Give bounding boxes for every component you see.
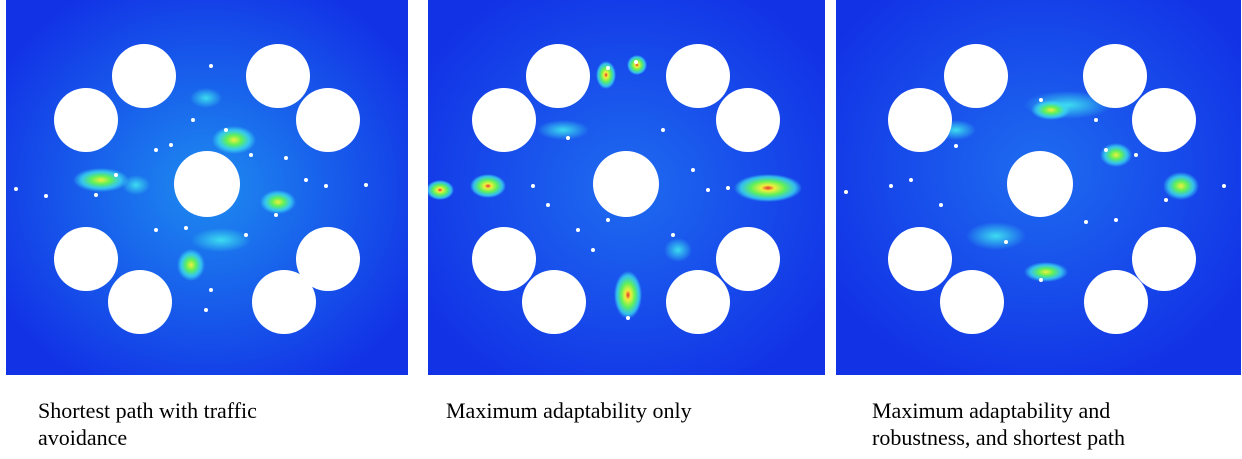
obstacle — [472, 227, 536, 291]
obstacle — [1084, 270, 1148, 334]
obstacle — [252, 270, 316, 334]
simulation-field-3 — [836, 0, 1241, 375]
obstacle — [716, 88, 780, 152]
obstacle — [296, 227, 360, 291]
simulation-field-1 — [6, 0, 408, 375]
obstacle — [716, 227, 780, 291]
agents — [844, 98, 1226, 282]
obstacle — [1007, 151, 1073, 217]
obstacles — [54, 44, 360, 334]
obstacle — [888, 227, 952, 291]
obstacle — [54, 227, 118, 291]
obstacle — [54, 88, 118, 152]
obstacle — [112, 44, 176, 108]
agents — [531, 60, 730, 320]
hotspots — [428, 55, 802, 319]
obstacle — [108, 270, 172, 334]
caption-panel-2: Maximum adaptability only — [446, 398, 692, 423]
hotspots — [73, 88, 296, 281]
obstacle — [1132, 227, 1196, 291]
obstacle — [296, 88, 360, 152]
caption-panel-1: Shortest path with traffic avoidance — [38, 398, 257, 450]
panel-3 — [836, 0, 1241, 375]
obstacles — [888, 44, 1196, 334]
obstacle — [940, 270, 1004, 334]
caption-panel-3: Maximum adaptability and robustness, and… — [872, 398, 1125, 450]
obstacle — [522, 270, 586, 334]
obstacle — [593, 151, 659, 217]
obstacle — [472, 88, 536, 152]
agents — [14, 64, 368, 312]
obstacle — [888, 88, 952, 152]
obstacle — [526, 44, 590, 108]
obstacle — [246, 44, 310, 108]
obstacle — [944, 44, 1008, 108]
obstacle — [1132, 88, 1196, 152]
obstacle — [174, 151, 240, 217]
obstacle — [666, 270, 730, 334]
panel-1 — [6, 0, 408, 375]
panel-2 — [428, 0, 825, 375]
hotspots — [936, 91, 1199, 282]
simulation-field-2 — [428, 0, 825, 375]
obstacle — [666, 44, 730, 108]
obstacles — [472, 44, 780, 334]
obstacle — [1083, 44, 1147, 108]
